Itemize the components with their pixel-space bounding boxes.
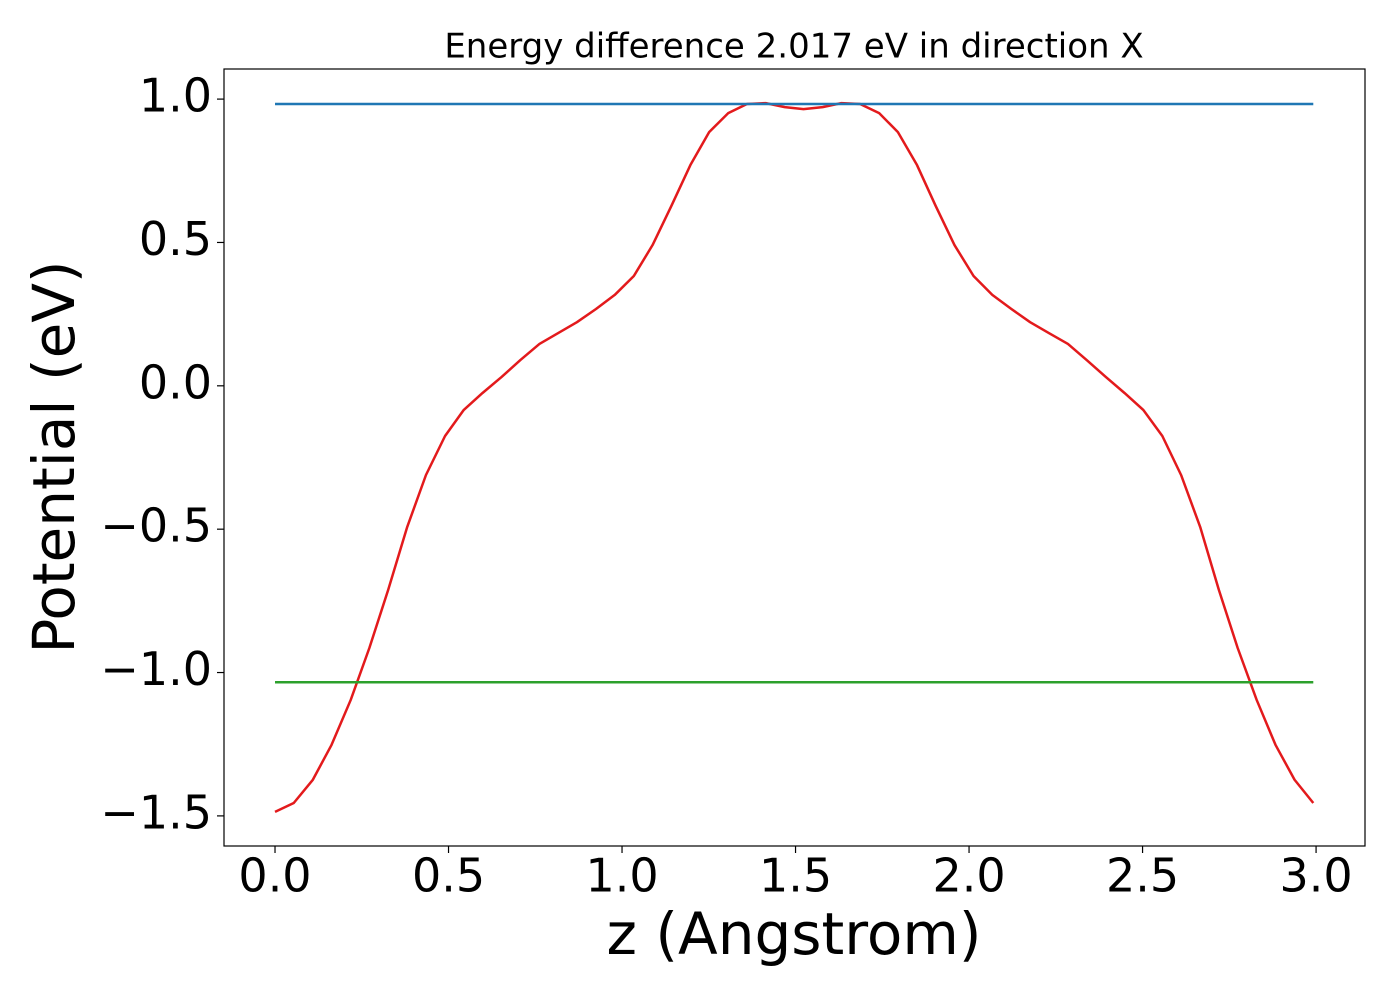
x-axis-label: z (Angstrom) <box>607 900 982 968</box>
y-tick-label: −1.0 <box>100 642 212 696</box>
x-tick-label: 3.0 <box>1279 849 1352 903</box>
x-tick-label: 2.0 <box>932 849 1005 903</box>
x-tick-label: 0.5 <box>412 849 485 903</box>
series-line <box>274 101 1315 814</box>
y-tick-label: −1.5 <box>100 785 212 839</box>
y-tick-label: −0.5 <box>100 499 212 553</box>
y-tick-label: 1.0 <box>139 69 212 123</box>
y-axis-label: Potential (eV) <box>20 260 88 653</box>
x-tick-label: 0.0 <box>238 849 311 903</box>
chart-title: Energy difference 2.017 eV in direction … <box>444 27 1143 67</box>
x-tick-label: 1.5 <box>759 849 832 903</box>
y-tick-label: 0.5 <box>139 212 212 266</box>
x-tick-label: 1.0 <box>585 849 658 903</box>
x-tick-label: 2.5 <box>1106 849 1179 903</box>
plot-frame <box>223 68 1366 847</box>
y-tick-label: 0.0 <box>139 355 212 409</box>
